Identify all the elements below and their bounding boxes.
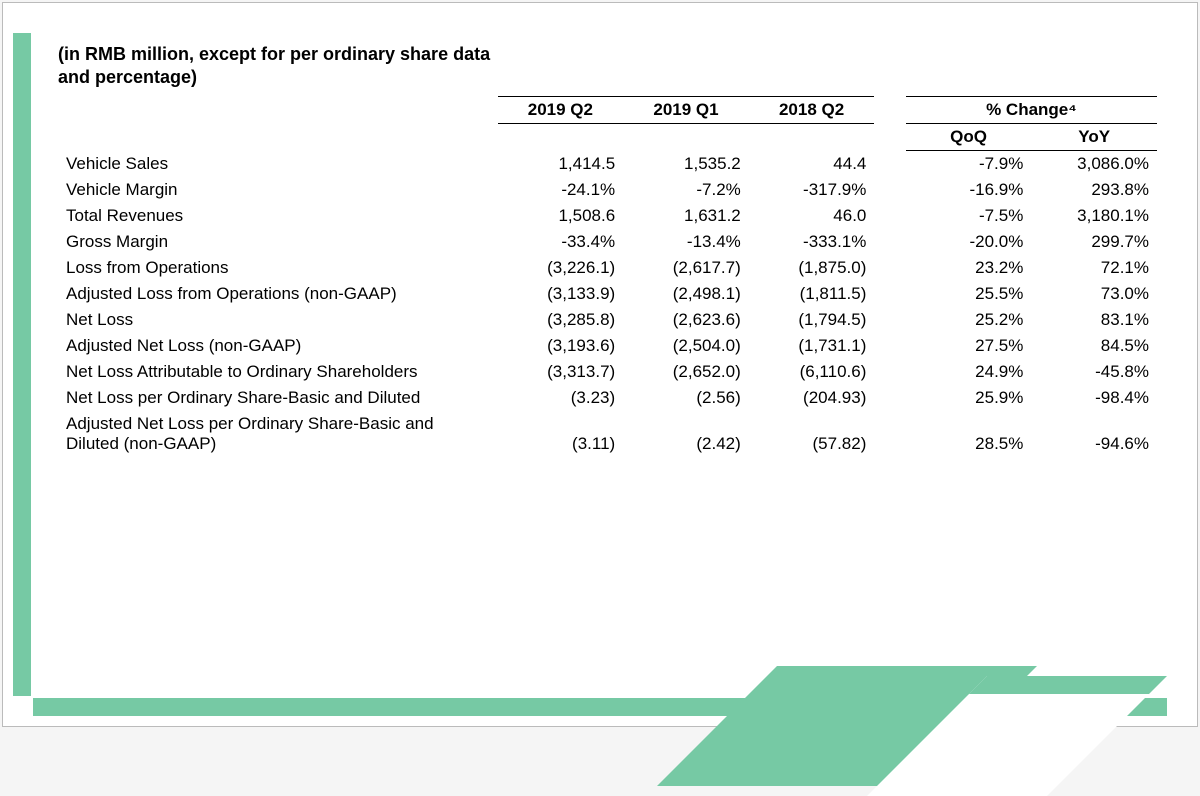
cell-value: -24.1% — [498, 177, 624, 203]
cell-value: 1,508.6 — [498, 203, 624, 229]
table-row: Net Loss Attributable to Ordinary Shareh… — [58, 359, 1157, 385]
cell-value: (2,652.0) — [623, 359, 749, 385]
table-row: Total Revenues1,508.61,631.246.0 -7.5%3,1… — [58, 203, 1157, 229]
cell-value: 83.1% — [1031, 307, 1157, 333]
cell-value: -45.8% — [1031, 359, 1157, 385]
cell-value: 3,180.1% — [1031, 203, 1157, 229]
row-label: Net Loss Attributable to Ordinary Shareh… — [58, 359, 498, 385]
cell-value: 299.7% — [1031, 229, 1157, 255]
cell-value: 1,535.2 — [623, 150, 749, 177]
col-header-change: % Change⁴ — [906, 96, 1157, 123]
cell-value: (3.23) — [498, 385, 624, 411]
table-caption: (in RMB million, except for per ordinary… — [58, 43, 518, 90]
cell-value: -7.9% — [906, 150, 1032, 177]
cell-value: -16.9% — [906, 177, 1032, 203]
table-row: Net Loss(3,285.8)(2,623.6)(1,794.5) 25.2%… — [58, 307, 1157, 333]
row-label: Loss from Operations — [58, 255, 498, 281]
page-frame: (in RMB million, except for per ordinary… — [2, 2, 1198, 727]
cell-value: -333.1% — [749, 229, 875, 255]
row-label: Vehicle Sales — [58, 150, 498, 177]
cell-value: -94.6% — [1031, 411, 1157, 457]
row-label: Net Loss per Ordinary Share-Basic and Di… — [58, 385, 498, 411]
cell-value: (1,875.0) — [749, 255, 875, 281]
cell-value: -7.2% — [623, 177, 749, 203]
cell-value: (1,794.5) — [749, 307, 875, 333]
cell-value: -13.4% — [623, 229, 749, 255]
cell-value: 72.1% — [1031, 255, 1157, 281]
table-row: Vehicle Sales1,414.51,535.244.4 -7.9%3,08… — [58, 150, 1157, 177]
col-header-qoq: QoQ — [906, 123, 1032, 150]
cell-value: -317.9% — [749, 177, 875, 203]
cell-value: 1,414.5 — [498, 150, 624, 177]
col-header-2018q2: 2018 Q2 — [749, 96, 875, 123]
accent-left-bar — [13, 33, 31, 696]
header-row-1: 2019 Q2 2019 Q1 2018 Q2 % Change⁴ — [58, 96, 1157, 123]
table-row: Net Loss per Ordinary Share-Basic and Di… — [58, 385, 1157, 411]
cell-value: (1,731.1) — [749, 333, 875, 359]
header-row-2: QoQ YoY — [58, 123, 1157, 150]
cell-value: (2,504.0) — [623, 333, 749, 359]
table-row: Adjusted Net Loss per Ordinary Share-Bas… — [58, 411, 1157, 457]
content-area: (in RMB million, except for per ordinary… — [58, 43, 1157, 457]
cell-value: -20.0% — [906, 229, 1032, 255]
table-row: Adjusted Loss from Operations (non-GAAP)… — [58, 281, 1157, 307]
cell-value: 27.5% — [906, 333, 1032, 359]
cell-value: 293.8% — [1031, 177, 1157, 203]
cell-value: (3.11) — [498, 411, 624, 457]
cell-value: 24.9% — [906, 359, 1032, 385]
cell-value: 28.5% — [906, 411, 1032, 457]
row-label: Adjusted Net Loss per Ordinary Share-Bas… — [58, 411, 498, 457]
cell-value: 25.5% — [906, 281, 1032, 307]
col-header-2019q1: 2019 Q1 — [623, 96, 749, 123]
cell-value: 1,631.2 — [623, 203, 749, 229]
col-header-yoy: YoY — [1031, 123, 1157, 150]
cell-value: -98.4% — [1031, 385, 1157, 411]
cell-value: (1,811.5) — [749, 281, 875, 307]
cell-value: 84.5% — [1031, 333, 1157, 359]
cell-value: (3,313.7) — [498, 359, 624, 385]
cell-value: (2,623.6) — [623, 307, 749, 333]
row-label: Vehicle Margin — [58, 177, 498, 203]
table-row: Gross Margin-33.4%-13.4%-333.1% -20.0%299… — [58, 229, 1157, 255]
cell-value: (2.56) — [623, 385, 749, 411]
cell-value: 44.4 — [749, 150, 875, 177]
col-header-2019q2: 2019 Q2 — [498, 96, 624, 123]
cell-value: 73.0% — [1031, 281, 1157, 307]
cell-value: (2,617.7) — [623, 255, 749, 281]
cell-value: 3,086.0% — [1031, 150, 1157, 177]
cell-value: (3,133.9) — [498, 281, 624, 307]
cell-value: (3,226.1) — [498, 255, 624, 281]
row-label: Adjusted Loss from Operations (non-GAAP) — [58, 281, 498, 307]
table-row: Adjusted Net Loss (non-GAAP)(3,193.6)(2,… — [58, 333, 1157, 359]
cell-value: -7.5% — [906, 203, 1032, 229]
cell-value: (2,498.1) — [623, 281, 749, 307]
row-label: Gross Margin — [58, 229, 498, 255]
cell-value: 46.0 — [749, 203, 875, 229]
cell-value: (2.42) — [623, 411, 749, 457]
row-label: Total Revenues — [58, 203, 498, 229]
cell-value: 25.2% — [906, 307, 1032, 333]
financial-table: 2019 Q2 2019 Q1 2018 Q2 % Change⁴ QoQ Yo… — [58, 96, 1157, 457]
cell-value: (3,193.6) — [498, 333, 624, 359]
cell-value: 23.2% — [906, 255, 1032, 281]
cell-value: -33.4% — [498, 229, 624, 255]
cell-value: (204.93) — [749, 385, 875, 411]
cell-value: 25.9% — [906, 385, 1032, 411]
cell-value: (3,285.8) — [498, 307, 624, 333]
cell-value: (6,110.6) — [749, 359, 875, 385]
table-row: Loss from Operations(3,226.1)(2,617.7)(1… — [58, 255, 1157, 281]
table-row: Vehicle Margin-24.1%-7.2%-317.9% -16.9%29… — [58, 177, 1157, 203]
row-label: Net Loss — [58, 307, 498, 333]
cell-value: (57.82) — [749, 411, 875, 457]
row-label: Adjusted Net Loss (non-GAAP) — [58, 333, 498, 359]
